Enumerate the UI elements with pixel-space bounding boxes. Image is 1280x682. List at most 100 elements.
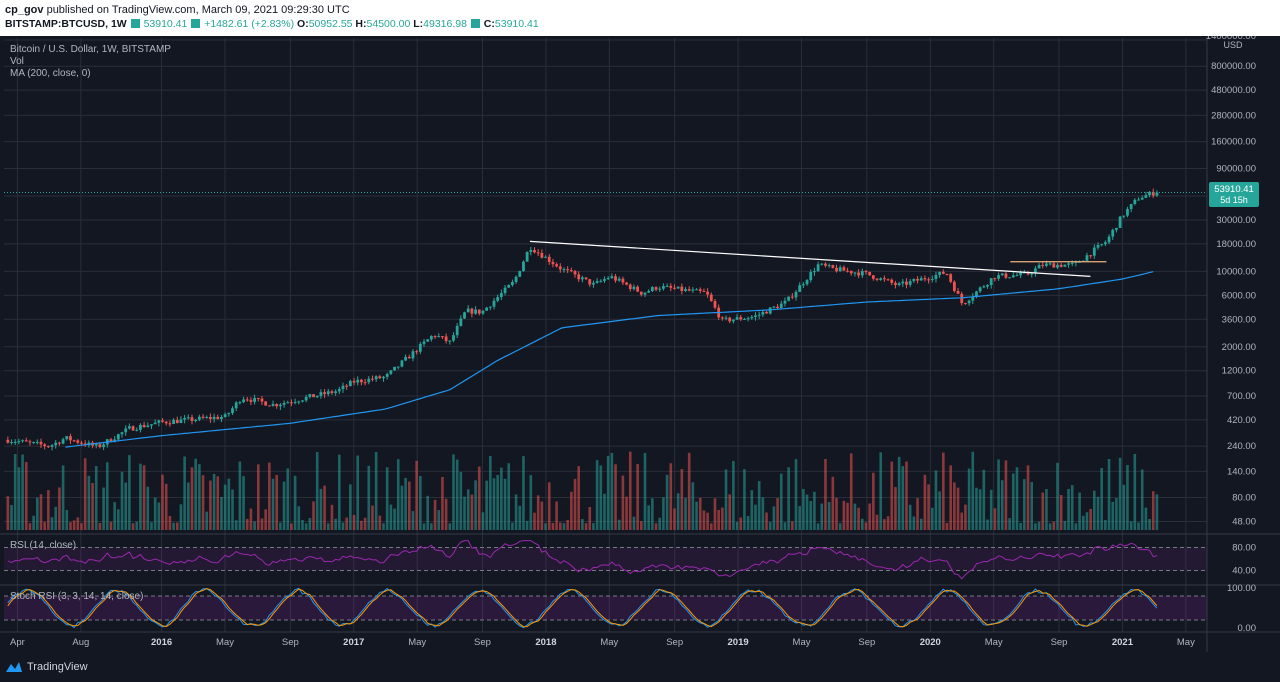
- time-tick-label: 2021: [1112, 637, 1134, 648]
- candle-body: [746, 318, 750, 320]
- volume-bar: [6, 496, 10, 530]
- candle-body: [706, 291, 710, 295]
- candle-body: [912, 279, 916, 282]
- volume-bar: [452, 454, 455, 530]
- volume-bar: [341, 522, 345, 530]
- candle-body: [216, 416, 220, 420]
- candle-body: [805, 280, 809, 285]
- volume-bar: [702, 510, 706, 530]
- volume-bar: [50, 517, 54, 530]
- candle-body: [927, 279, 930, 281]
- candle-body: [739, 317, 743, 320]
- candle-body: [120, 432, 124, 435]
- ohlc-line: BITSTAMP:BTCUSD, 1W 53910.41 +1482.61 (+…: [5, 18, 539, 30]
- volume-bar: [930, 507, 934, 530]
- volume-bar: [385, 467, 389, 530]
- volume-bar: [853, 503, 857, 530]
- candle-body: [592, 282, 595, 285]
- publish-line: cp_gov published on TradingView.com, Mar…: [5, 4, 350, 16]
- candle-body: [1151, 191, 1155, 196]
- volume-bar: [507, 463, 511, 530]
- volume-bar: [205, 511, 209, 530]
- volume-bar: [1026, 465, 1030, 530]
- volume-bar: [813, 491, 816, 530]
- volume-bar: [842, 500, 846, 530]
- volume-bar: [669, 463, 673, 530]
- candle-body: [256, 397, 260, 399]
- price-tick-label: 10000.00: [1216, 266, 1256, 277]
- stoch-legend[interactable]: Stoch RSI (3, 3, 14, 14, close): [10, 591, 143, 602]
- chart-legend-title[interactable]: Bitcoin / U.S. Dollar, 1W, BITSTAMP: [10, 44, 171, 55]
- volume-bar: [640, 521, 643, 530]
- ma-legend[interactable]: MA (200, close, 0): [10, 68, 91, 79]
- symbol-label[interactable]: BITSTAMP:BTCUSD, 1W: [5, 18, 127, 30]
- publisher-name[interactable]: cp_gov: [5, 4, 44, 16]
- volume-bar: [441, 476, 444, 530]
- volume-bar: [190, 467, 194, 530]
- volume-bar: [1019, 522, 1022, 530]
- candle-body: [835, 267, 838, 272]
- volume-bar: [360, 520, 363, 530]
- volume-bar: [179, 504, 183, 530]
- volume-bar: [249, 508, 253, 530]
- volume-bar: [164, 483, 168, 530]
- price-chart[interactable]: 800000.00 480000.00 280000.00 160000.00 9000…: [0, 36, 1280, 652]
- candle-body: [890, 279, 894, 283]
- volume-bar: [717, 509, 720, 530]
- candle-body: [875, 278, 879, 280]
- candle-body: [798, 285, 802, 292]
- volume-bar: [768, 521, 772, 530]
- candle-body: [514, 276, 518, 283]
- candle-body: [1008, 277, 1012, 279]
- volume-bar: [352, 514, 356, 530]
- volume-bar: [404, 477, 407, 530]
- candle-body: [853, 272, 857, 274]
- candle-body: [422, 341, 426, 344]
- volume-bar: [1140, 469, 1144, 530]
- candle-body: [94, 444, 98, 446]
- candle-body: [824, 263, 827, 266]
- volume-bar: [1115, 498, 1118, 530]
- candle-body: [765, 311, 768, 314]
- volume-bar: [400, 485, 404, 530]
- price-tick-label: 2000.00: [1222, 342, 1256, 353]
- candle-body: [348, 380, 352, 387]
- volume-bar: [61, 465, 65, 530]
- volume-bar: [76, 517, 80, 530]
- volume-bar: [912, 516, 916, 530]
- candle-body: [179, 419, 183, 424]
- candle-body: [1019, 272, 1023, 276]
- currency-label[interactable]: USD: [1223, 40, 1243, 50]
- rsi-legend[interactable]: RSI (14, close): [10, 540, 76, 551]
- candle-body: [407, 356, 411, 359]
- volume-bar: [1008, 518, 1011, 530]
- volume-bar: [746, 515, 750, 530]
- volume-bar: [234, 520, 238, 530]
- candle-body: [220, 417, 223, 420]
- price-tick-label: 80.00: [1232, 493, 1256, 504]
- candle-body: [735, 317, 739, 320]
- volume-bar: [1037, 521, 1041, 530]
- volume-bar: [864, 522, 868, 530]
- price-change: +1482.61 (+2.83%): [204, 18, 295, 30]
- candle-body: [1026, 272, 1030, 275]
- candle-body: [1045, 263, 1048, 266]
- candle-body: [197, 416, 201, 420]
- volume-bar: [603, 493, 606, 530]
- volume-bar: [849, 453, 853, 530]
- volume-bar: [533, 512, 536, 530]
- volume-bar: [599, 465, 603, 530]
- candle-body: [724, 317, 728, 319]
- candle-body: [650, 287, 654, 291]
- volume-bar: [422, 523, 426, 530]
- volume-legend[interactable]: Vol: [10, 56, 24, 67]
- volume-bar: [242, 476, 245, 530]
- candle-body: [831, 265, 835, 268]
- time-tick-label: May: [408, 637, 426, 648]
- volume-bar: [109, 521, 113, 530]
- volume-bar: [323, 485, 326, 530]
- footer-brand[interactable]: TradingView: [27, 661, 88, 673]
- last-price: 53910.41: [143, 18, 188, 30]
- volume-bar: [739, 517, 743, 530]
- candle-body: [975, 291, 978, 297]
